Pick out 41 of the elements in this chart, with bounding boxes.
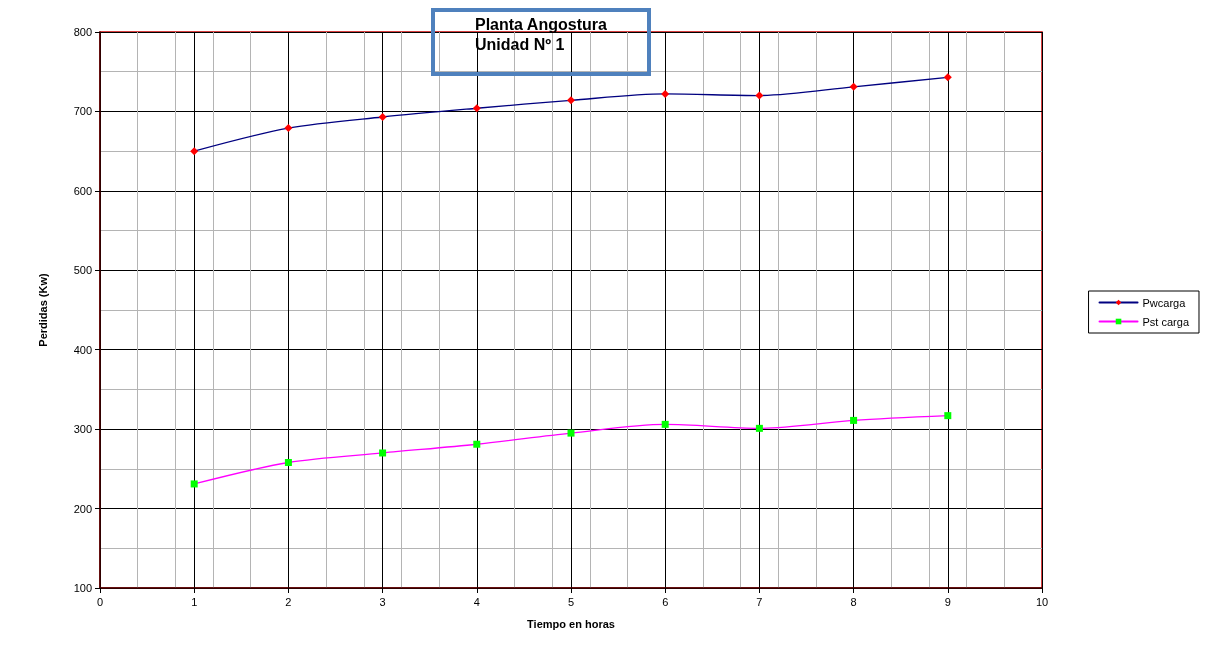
point — [190, 480, 198, 488]
y-axis-title: Perdidas (Kw) — [36, 273, 49, 347]
x-tick-label: 4 — [473, 595, 480, 608]
x-tick-label: 9 — [944, 595, 951, 608]
point — [943, 73, 952, 82]
point — [284, 459, 292, 466]
y-tick-label: 800 — [73, 26, 92, 38]
point — [473, 440, 481, 448]
point — [567, 96, 575, 105]
point — [472, 104, 481, 113]
point — [850, 416, 858, 424]
legend-label: Pst carga — [1142, 315, 1190, 328]
point — [284, 124, 293, 133]
point — [755, 91, 764, 100]
x-tick-label: 7 — [756, 595, 763, 608]
point — [661, 89, 670, 98]
y-tick-label: 500 — [73, 264, 92, 277]
x-tick-label: 1 — [191, 595, 198, 608]
point — [661, 420, 669, 428]
y-tick-label: 300 — [73, 423, 92, 436]
point — [849, 82, 858, 91]
x-tick-label: 3 — [379, 595, 386, 608]
x-tick-label: 0 — [96, 595, 104, 608]
point — [378, 112, 387, 121]
y-tick-label: 400 — [73, 343, 92, 356]
x-tick-label: 6 — [662, 595, 669, 608]
legend-label: Pwcarga — [1142, 296, 1187, 309]
y-tick-label: 700 — [73, 105, 92, 118]
point — [567, 429, 575, 437]
x-tick-label: 8 — [850, 595, 857, 608]
y-tick-label: 100 — [73, 582, 92, 594]
x-tick-label: 10 — [1035, 595, 1049, 608]
x-tick-label: 5 — [567, 595, 575, 608]
point — [755, 424, 763, 432]
x-axis-title: Tiempo en horas — [527, 617, 615, 630]
point — [190, 147, 199, 156]
point — [944, 412, 952, 420]
y-tick-label: 600 — [73, 184, 92, 197]
point — [379, 449, 387, 457]
x-tick-label: 2 — [285, 595, 292, 608]
y-tick-label: 200 — [73, 502, 92, 515]
